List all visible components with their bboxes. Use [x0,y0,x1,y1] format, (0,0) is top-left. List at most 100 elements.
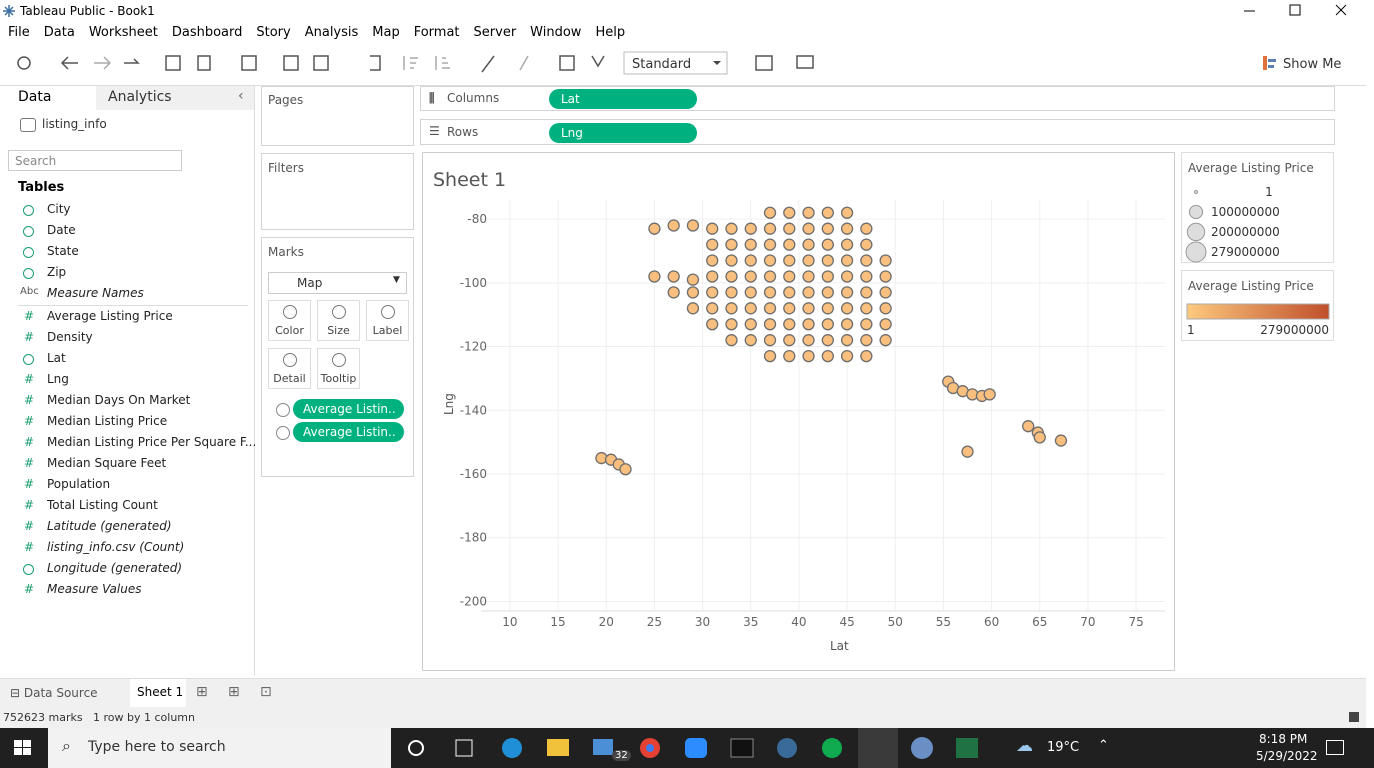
field[interactable]: Date [47,223,76,237]
sort-asc[interactable] [403,56,418,70]
fit-dropdown[interactable] [623,51,728,75]
columns-pill[interactable]: Lat [549,89,697,109]
postgres[interactable] [777,738,797,758]
replay[interactable] [124,58,140,64]
save[interactable] [165,55,181,71]
field[interactable]: Measure Values [47,582,142,596]
new-sheet[interactable]: ⊞ [196,684,208,700]
zoom[interactable] [685,738,707,758]
clock-date[interactable]: 5/29/2022 [1256,749,1318,763]
field-type: # [24,435,35,449]
mark-button[interactable]: Color [268,300,311,341]
task-view[interactable] [455,739,473,757]
field[interactable]: Average Listing Price [47,309,173,323]
field[interactable]: Zip [47,265,67,279]
menu-item[interactable]: File [8,25,30,40]
field[interactable]: Lat [47,351,66,365]
r-app[interactable] [911,737,933,759]
new-dashboard[interactable]: ⊞ [228,684,240,700]
fix-axes[interactable] [591,55,605,68]
swap[interactable] [370,55,381,71]
weather[interactable]: 19°C [1047,740,1080,755]
restore[interactable] [1289,4,1301,16]
data-source-name[interactable]: listing_info [42,117,107,131]
field[interactable]: listing_info.csv (Count) [47,540,185,554]
taskbar-search[interactable]: ⌕ Type here to search [48,728,391,768]
menu-item[interactable]: Worksheet [88,25,158,40]
marks-pill[interactable]: Average Listin.. [293,422,404,442]
sheet-view: Sheet 1 Lat Lng 10 15 20 25 30 35 40 45 50 55 60 65… [422,152,1175,671]
tableau-icon[interactable] [17,56,31,70]
close[interactable] [1335,4,1347,16]
clear[interactable] [313,55,329,71]
field[interactable]: Density [47,330,93,344]
columns-shelf[interactable]: ⫼ Columns Lat [420,86,1335,111]
highlight[interactable] [481,55,495,73]
mark-type-dropdown[interactable]: Map ▼ [268,272,407,294]
new-sheet[interactable] [241,55,257,71]
field[interactable]: Median Square Feet [47,456,167,470]
sort-desc[interactable] [435,56,450,70]
start-button[interactable] [14,740,32,756]
mark-button[interactable]: Detail [268,348,311,389]
marks-pill[interactable]: Average Listin.. [293,399,404,419]
collapse[interactable]: ‹ [238,88,244,104]
field[interactable]: Measure Names [47,286,144,300]
mark-button[interactable]: Label [366,300,409,341]
menu-item[interactable]: Analysis [304,25,359,40]
pages-shelf[interactable]: Pages [261,86,414,146]
annotate[interactable] [519,55,529,71]
field[interactable]: City [47,202,71,216]
clock-time[interactable]: 8:18 PM [1259,732,1308,746]
search-box[interactable]: Search [8,150,182,171]
rows-pill[interactable]: Lng [549,123,697,143]
mongodb[interactable] [822,738,842,758]
filters-shelf[interactable]: Filters [261,153,414,230]
new-datasource[interactable] [197,55,211,71]
mark-button[interactable]: Size [317,300,360,341]
field[interactable]: State [47,244,79,258]
field[interactable]: Population [47,477,111,491]
duplicate[interactable] [283,55,299,71]
data-tab[interactable]: Data [18,89,52,105]
new-story[interactable]: ⊡ [260,684,272,700]
field[interactable]: Total Listing Count [47,498,158,512]
mark-button-icon [381,305,395,319]
mail[interactable] [593,739,613,755]
field[interactable]: Lng [47,372,69,386]
field[interactable]: Median Listing Price Per Square F... [47,435,257,449]
explorer[interactable] [547,739,569,756]
presentation[interactable] [796,55,814,69]
menu-item[interactable]: Data [43,25,75,40]
point [763,286,777,299]
rows-shelf[interactable]: ☰ Rows Lng [420,119,1335,145]
tray-icons[interactable]: ⌃ [1098,738,1109,753]
tableau-active[interactable] [858,728,898,768]
menu-item[interactable]: Window [530,25,582,40]
field[interactable]: Median Days On Market [47,393,191,407]
excel[interactable] [956,738,978,758]
notifications[interactable] [1326,740,1344,755]
menu-item[interactable]: Map [372,25,400,40]
menu-item[interactable]: Dashboard [171,25,243,40]
field[interactable]: Median Listing Price [47,414,168,428]
mark-button[interactable]: Tooltip [317,348,360,389]
active-tab[interactable]: Sheet 1 [130,679,186,707]
menu-item[interactable]: Story [256,25,291,40]
terminal[interactable] [730,738,754,758]
redo[interactable] [94,56,112,70]
field[interactable]: Latitude (generated) [47,519,172,533]
menu-item[interactable]: Server [473,25,517,40]
edge[interactable] [502,738,522,758]
view-toggle[interactable] [1349,712,1359,722]
show-me[interactable]: Show Me [1283,57,1341,72]
show-cards[interactable] [755,55,773,71]
show-labels[interactable] [559,55,575,71]
menu-item[interactable]: Help [595,25,626,40]
analytics-tab[interactable]: Analytics [108,89,172,105]
data-source-tab[interactable]: ⊟ Data Source [10,686,98,700]
field[interactable]: Longitude (generated) [47,561,183,575]
undo[interactable] [60,56,78,70]
cortana[interactable] [408,740,424,756]
menu-item[interactable]: Format [413,25,460,40]
